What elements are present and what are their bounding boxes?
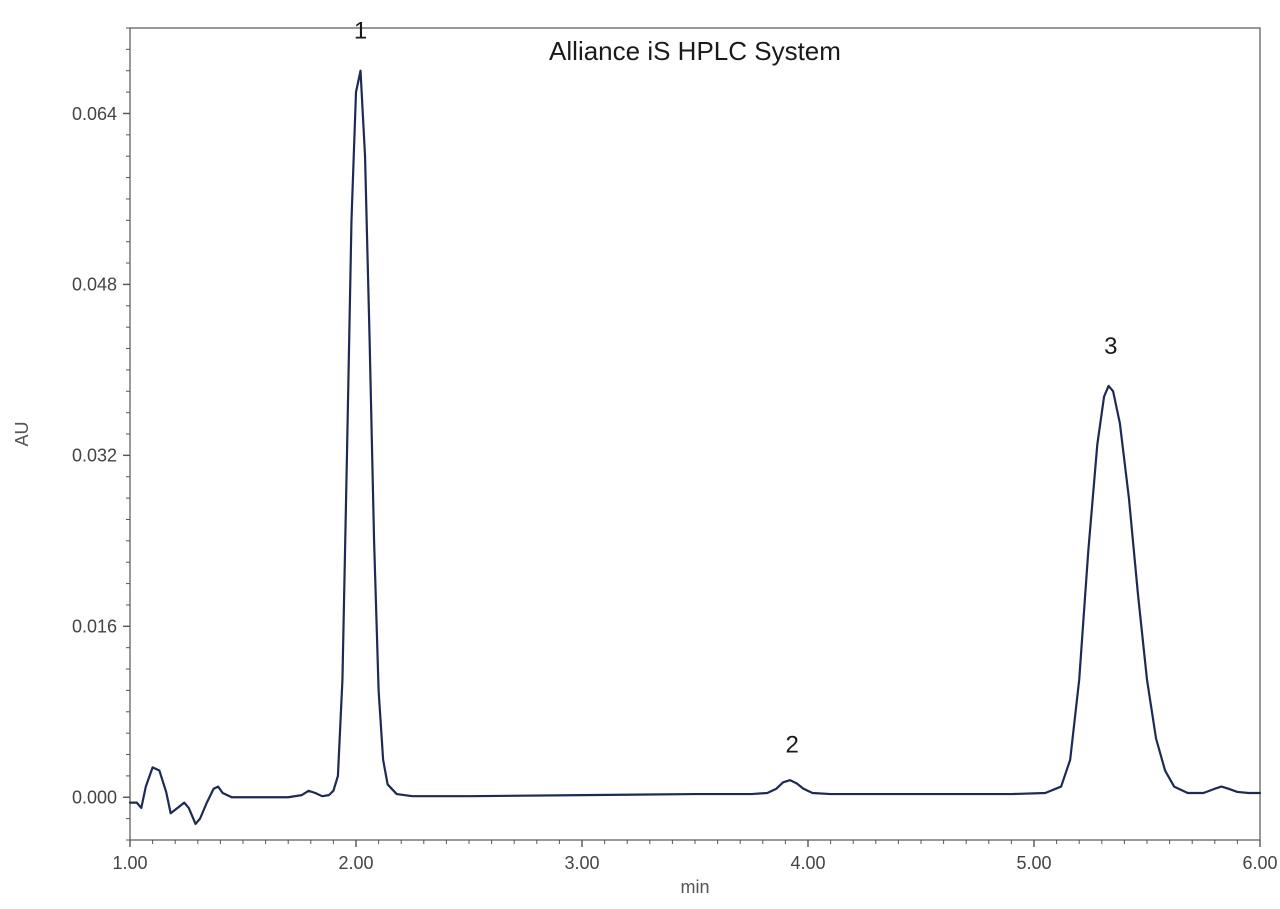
xtick-label: 4.00 [790, 853, 825, 873]
y-axis-label: AU [12, 421, 32, 446]
peak-label: 1 [354, 18, 367, 45]
ytick-label: 0.000 [72, 788, 117, 808]
x-axis-label: min [680, 877, 709, 897]
ytick-label: 0.064 [72, 104, 117, 124]
xtick-label: 1.00 [112, 853, 147, 873]
chart-title: Alliance iS HPLC System [549, 36, 841, 66]
peak-label: 3 [1104, 333, 1117, 360]
chart-background [0, 0, 1280, 909]
ytick-label: 0.032 [72, 446, 117, 466]
xtick-label: 2.00 [338, 853, 373, 873]
ytick-label: 0.048 [72, 275, 117, 295]
xtick-label: 6.00 [1242, 853, 1277, 873]
chromatogram-chart: 1.00 2.00 3.00 4.00 5.00 6.00 0.000 0.016 0.032 0… [0, 0, 1280, 909]
ytick-label: 0.016 [72, 617, 117, 637]
chart-svg: 1.00 2.00 3.00 4.00 5.00 6.00 0.000 0.016 0.032 0… [0, 0, 1280, 909]
xtick-label: 3.00 [564, 853, 599, 873]
xtick-label: 5.00 [1016, 853, 1051, 873]
peak-label: 2 [786, 731, 799, 758]
